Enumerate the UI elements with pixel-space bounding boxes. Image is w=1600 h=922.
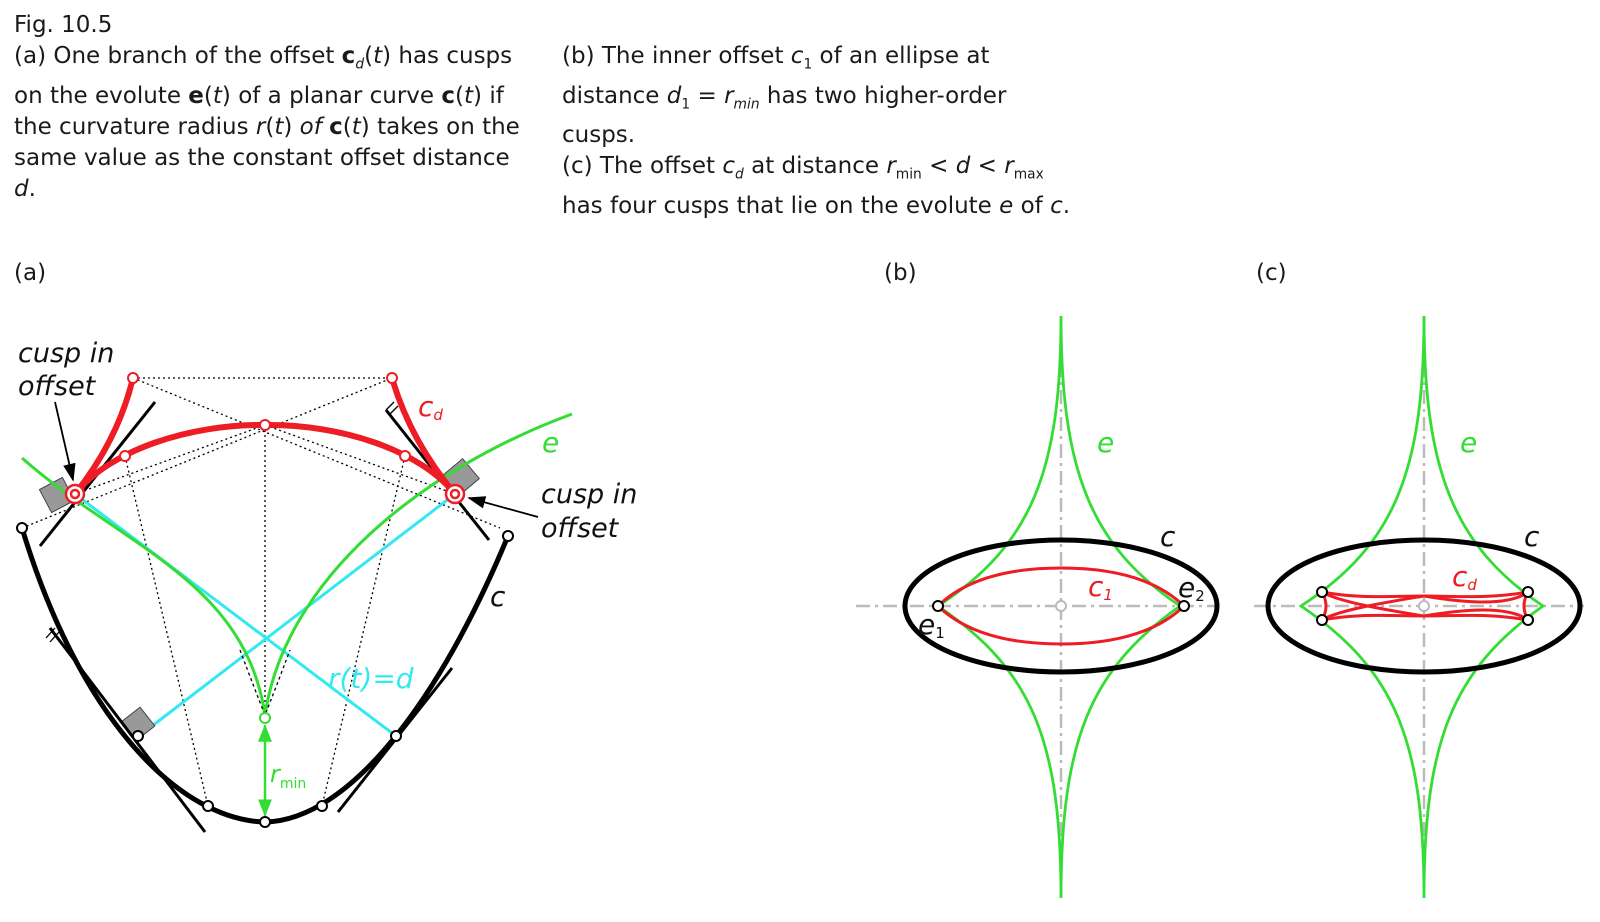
radius-label: r(t)=d [328, 662, 414, 695]
cusp-arrow-right [467, 496, 539, 518]
rmin-label: rmin [270, 760, 306, 792]
panel-b: e c c1 e1 e2 [856, 315, 1220, 899]
normal-lines [74, 492, 456, 738]
evolute-label-a: e [542, 426, 559, 459]
panel-c: e c cd [1254, 315, 1584, 899]
panel-a: cusp in offset cusp in offset cd e c r(t… [16, 338, 637, 833]
caption-part-c: (c) The offset cd at distance rmin < d <… [562, 153, 1071, 219]
curve-label-a: c [490, 580, 506, 613]
cusp-label-left-1: cusp in [18, 338, 114, 369]
cusp-arrow-left [54, 401, 76, 482]
cusp-point-e2 [1178, 600, 1190, 612]
construction-lines [21, 377, 501, 820]
evolute-a [21, 412, 573, 716]
offset-label-b: c1 [1088, 570, 1113, 604]
tick-marks [45, 401, 399, 643]
offset-label-a: cd [418, 390, 443, 424]
curve-points [16, 522, 514, 828]
caption-part-b: (b) The inner offset c1 of an ellipse at… [562, 43, 1007, 149]
curve-label-b: c [1160, 520, 1176, 553]
caption-part-a: (a) One branch of the offset cd(t) has c… [14, 43, 520, 202]
cusp-label-e1: e1 [918, 608, 945, 642]
panel-label-b: (b) [884, 260, 917, 286]
cusp-label-right-2: offset [541, 513, 620, 544]
offset-points [119, 372, 411, 462]
evolute-a-dashed [239, 649, 291, 717]
cusp-label-left-2: offset [18, 371, 97, 402]
axes-b [856, 336, 1216, 886]
offset-label-c: cd [1452, 560, 1477, 594]
figure-number: Fig. 10.5 [14, 12, 113, 38]
curve-c-ellipse-c [1265, 537, 1583, 675]
cusp-points-c [1316, 586, 1534, 626]
center-point-b [1055, 600, 1067, 612]
cusp-label-e2: e2 [1178, 571, 1205, 605]
cusp-point-left [64, 483, 86, 505]
panel-label-c: (c) [1256, 260, 1287, 286]
evolute-label-c: e [1460, 426, 1477, 459]
panel-label-a: (a) [14, 260, 47, 286]
caption-parts-b-c: (b) The inner offset c1 of an ellipse at… [562, 41, 1082, 222]
evolute-label-b: e [1097, 426, 1114, 459]
curve-label-c: c [1524, 520, 1540, 553]
cusp-label-right-1: cusp in [541, 479, 637, 510]
cusp-point-right [444, 483, 466, 505]
center-point-c [1418, 600, 1430, 612]
curve-c-ellipse-b [902, 537, 1220, 675]
cusp-point-e1 [932, 600, 944, 612]
evolute-vertex-point [259, 712, 271, 724]
